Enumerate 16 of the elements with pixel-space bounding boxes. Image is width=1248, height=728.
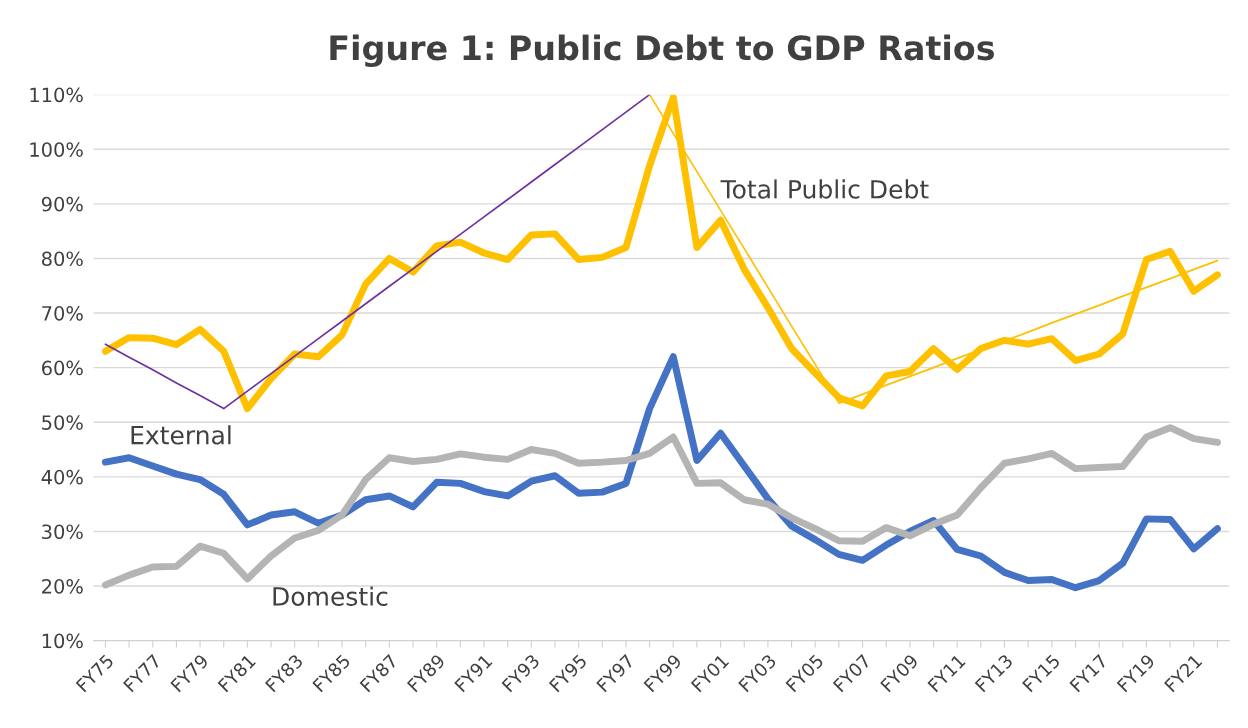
- series-label: Domestic: [273, 586, 388, 606]
- line-series: [104, 94, 651, 410]
- y-tick-label: 90%: [41, 196, 83, 212]
- y-tick-label: 80%: [41, 251, 83, 267]
- y-tick-label: 10%: [42, 633, 83, 649]
- y-tick-label: 50%: [42, 415, 83, 430]
- series-label: Total Public Debt: [720, 179, 929, 199]
- y-tick-label: 100%: [30, 142, 83, 157]
- series-label: External: [131, 425, 231, 445]
- y-tick-label: 40%: [41, 469, 83, 485]
- y-tick-label: 20%: [42, 579, 83, 594]
- y-tick-label: 110%: [30, 87, 83, 103]
- chart-title: Figure 1: Public Debt to GDP Ratios: [330, 34, 994, 68]
- y-tick-label: 70%: [42, 306, 83, 321]
- y-tick-label: 30%: [42, 524, 83, 540]
- y-tick-label: 60%: [42, 360, 83, 376]
